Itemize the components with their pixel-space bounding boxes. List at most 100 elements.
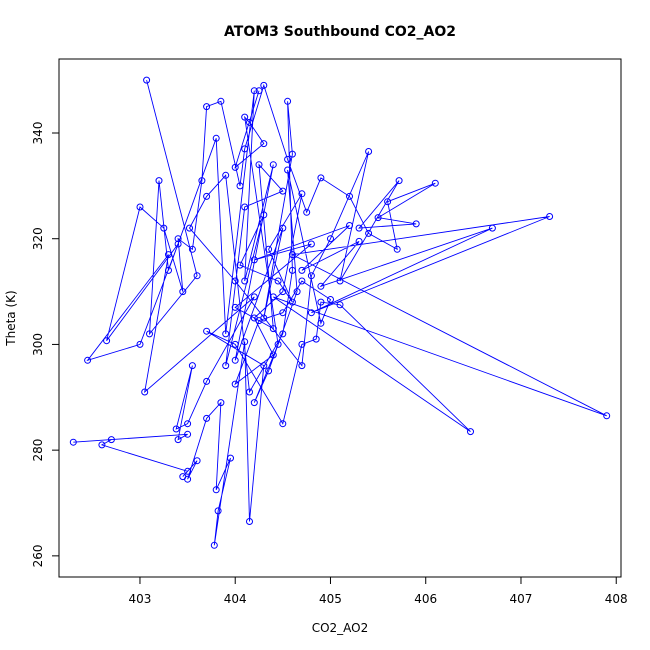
data-point (384, 198, 392, 206)
plot-layer (69, 76, 611, 549)
data-point (412, 220, 420, 228)
y-axis-label: Theta (K) (4, 290, 18, 346)
data-point (174, 240, 182, 248)
data-point (365, 229, 373, 237)
data-point (355, 224, 363, 232)
x-tick-label: 405 (319, 592, 342, 606)
data-point (288, 298, 296, 306)
data-point (307, 272, 315, 280)
data-point (603, 412, 611, 420)
data-point (467, 428, 474, 436)
data-point (265, 245, 273, 253)
data-point (193, 457, 201, 465)
x-axis-label: CO2_AO2 (312, 621, 369, 635)
data-point (231, 356, 239, 364)
data-point (298, 190, 306, 198)
data-point (241, 277, 249, 285)
data-point (317, 282, 325, 290)
data-point (255, 161, 263, 169)
data-point (298, 340, 306, 348)
data-point (155, 177, 163, 185)
data-point (279, 224, 287, 232)
data-point (488, 224, 496, 232)
data-point (174, 436, 182, 444)
x-tick-label: 403 (129, 592, 152, 606)
data-point (222, 362, 230, 370)
data-point (279, 288, 287, 296)
data-point (136, 203, 144, 211)
data-point (193, 272, 201, 280)
data-point (284, 155, 292, 163)
data-point (269, 293, 277, 301)
data-point (298, 266, 306, 274)
data-point (212, 134, 220, 142)
data-point (241, 113, 249, 121)
data-point (84, 356, 92, 364)
data-point (393, 245, 401, 253)
data-point (288, 150, 296, 158)
x-tick-label: 404 (224, 592, 247, 606)
data-point (269, 325, 277, 333)
data-point (231, 277, 239, 285)
data-point (236, 182, 244, 190)
chart-title: ATOM3 Southbound CO2_AO2 (224, 24, 456, 40)
data-point (255, 317, 263, 325)
data-point (172, 425, 180, 433)
data-point (307, 309, 315, 317)
data-point (279, 330, 287, 338)
data-point (203, 377, 211, 385)
y-tick-label: 260 (31, 544, 45, 567)
data-point (231, 380, 239, 388)
data-point (69, 438, 77, 446)
data-point (165, 251, 172, 259)
data-point (284, 97, 292, 105)
y-tick-label: 320 (31, 227, 45, 250)
data-point (293, 288, 301, 296)
data-point (317, 298, 325, 306)
data-point (246, 518, 253, 525)
data-point (165, 266, 172, 274)
data-point (374, 214, 382, 222)
data-point (222, 171, 230, 179)
data-point (288, 251, 296, 259)
data-point (184, 475, 192, 483)
data-point (255, 87, 263, 95)
data-point (217, 97, 225, 105)
data-point (146, 330, 153, 338)
data-point (188, 362, 196, 370)
data-point (260, 81, 268, 89)
data-point (336, 277, 344, 285)
data-point (186, 224, 193, 232)
data-point (184, 420, 192, 428)
data-point (231, 340, 239, 348)
data-point (336, 301, 344, 309)
data-point (260, 211, 268, 219)
data-point (395, 177, 403, 185)
data-point (274, 277, 282, 285)
data-point (246, 118, 253, 126)
data-point (241, 145, 249, 153)
x-axis: 403 404 405 406 407 408 (129, 576, 628, 606)
data-point (346, 222, 353, 229)
data-point (269, 161, 277, 169)
data-point (160, 224, 168, 232)
data-point (346, 192, 353, 200)
data-point (143, 76, 151, 84)
y-tick-label: 340 (31, 122, 45, 145)
data-point (241, 338, 249, 346)
data-point (227, 454, 234, 462)
data-point (107, 436, 115, 444)
series-line (73, 79, 607, 546)
data-point (98, 441, 106, 449)
data-point (231, 303, 239, 311)
data-point (214, 507, 222, 515)
data-point (203, 414, 211, 422)
data-point (327, 235, 334, 243)
data-point (222, 330, 230, 338)
data-point (184, 467, 192, 475)
data-point (288, 266, 296, 274)
data-point (365, 148, 373, 155)
data-point (217, 399, 225, 407)
y-axis: 260 280 300 320 340 (31, 122, 60, 567)
